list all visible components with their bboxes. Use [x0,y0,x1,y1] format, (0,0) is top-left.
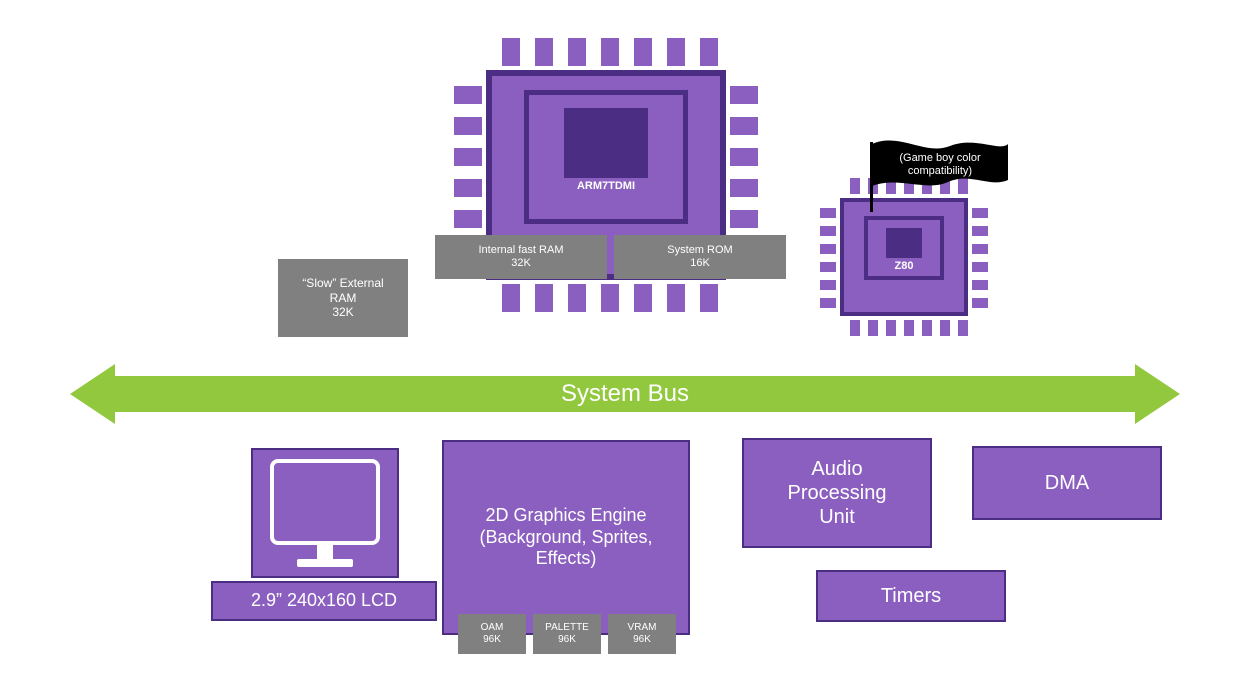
palette-box: PALETTE 96K [533,614,601,654]
graphics-engine-box: 2D Graphics Engine (Background, Sprites,… [442,440,690,635]
z80-chip: Z80 [814,172,994,352]
flag-line2: compatibility) [899,165,980,178]
dma-label: DMA [1045,471,1089,495]
system-bus-label: System Bus [561,380,689,408]
system-rom-line1: System ROM [667,244,732,257]
oam-box: OAM 96K [458,614,526,654]
apu-line2: Processing [788,481,887,505]
diagram-stage: System Bus “Slow” External RAM 32K ARM7T… [0,0,1250,696]
bus-arrow-right [1135,364,1180,424]
monitor-icon [270,459,380,545]
system-rom-line2: 16K [690,257,710,270]
gfx-line3: Effects) [536,548,597,570]
monitor-stand-neck [317,545,333,559]
flag-label: (Game boy color compatibility) [886,148,994,182]
flag-line1: (Game boy color [899,152,980,165]
fast-ram-box: Internal fast RAM 32K [435,235,607,279]
timers-box: Timers [816,570,1006,622]
external-ram-line2: RAM [330,291,357,305]
arm-core-label: ARM7TDMI [564,180,648,193]
system-bus: System Bus [115,376,1135,412]
vram-box: VRAM 96K [608,614,676,654]
arm-chip: ARM7TDMI [446,30,766,350]
oam-l1: OAM [481,622,504,634]
external-ram-line3: 32K [332,305,353,319]
system-rom-box: System ROM 16K [614,235,786,279]
external-ram-box: “Slow” External RAM 32K [278,259,408,337]
vram-l2: 96K [633,634,651,646]
flag-pole [870,142,873,212]
external-ram-line1: “Slow” External [302,276,383,290]
timers-label: Timers [881,584,941,608]
z80-core-label: Z80 [864,260,944,273]
oam-l2: 96K [483,634,501,646]
arm-chip-die [564,108,648,178]
gfx-line1: 2D Graphics Engine [485,505,646,527]
apu-line3: Unit [819,505,855,529]
pal-l2: 96K [558,634,576,646]
fast-ram-line2: 32K [511,257,531,270]
fast-ram-line1: Internal fast RAM [479,244,564,257]
vram-l1: VRAM [628,622,657,634]
apu-line1: Audio [811,457,862,481]
z80-chip-die [886,228,922,258]
lcd-base: 2.9” 240x160 LCD [211,581,437,621]
pal-l1: PALETTE [545,622,589,634]
apu-box: Audio Processing Unit [742,438,932,548]
dma-box: DMA [972,446,1162,520]
gfx-line2: (Background, Sprites, [479,527,652,549]
bus-arrow-left [70,364,115,424]
monitor-stand-base [297,559,353,567]
lcd-label: 2.9” 240x160 LCD [251,590,397,612]
